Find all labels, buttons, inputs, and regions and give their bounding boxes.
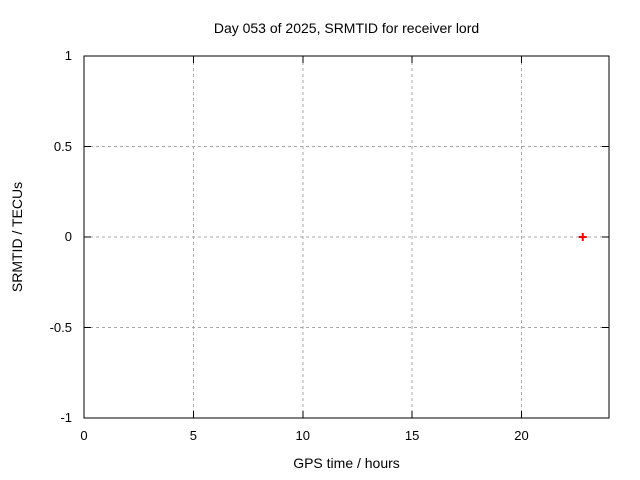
x-tick-label: 20: [514, 428, 529, 443]
y-tick-label: -0.5: [49, 319, 72, 335]
y-tick-label: -1: [60, 410, 72, 425]
x-tick-label: 5: [189, 428, 197, 443]
chart-title: Day 053 of 2025, SRMTID for receiver lor…: [213, 20, 480, 36]
y-tick-label: 1: [64, 48, 72, 63]
x-axis-label: GPS time / hours: [293, 455, 400, 471]
x-tick-label: 10: [295, 428, 310, 443]
y-tick-label: 0.5: [53, 138, 72, 154]
x-tick-label: 0: [80, 428, 88, 443]
y-tick-label: 0: [64, 229, 72, 244]
x-tick-label: 15: [404, 428, 420, 443]
data-point-marker: [578, 233, 587, 241]
